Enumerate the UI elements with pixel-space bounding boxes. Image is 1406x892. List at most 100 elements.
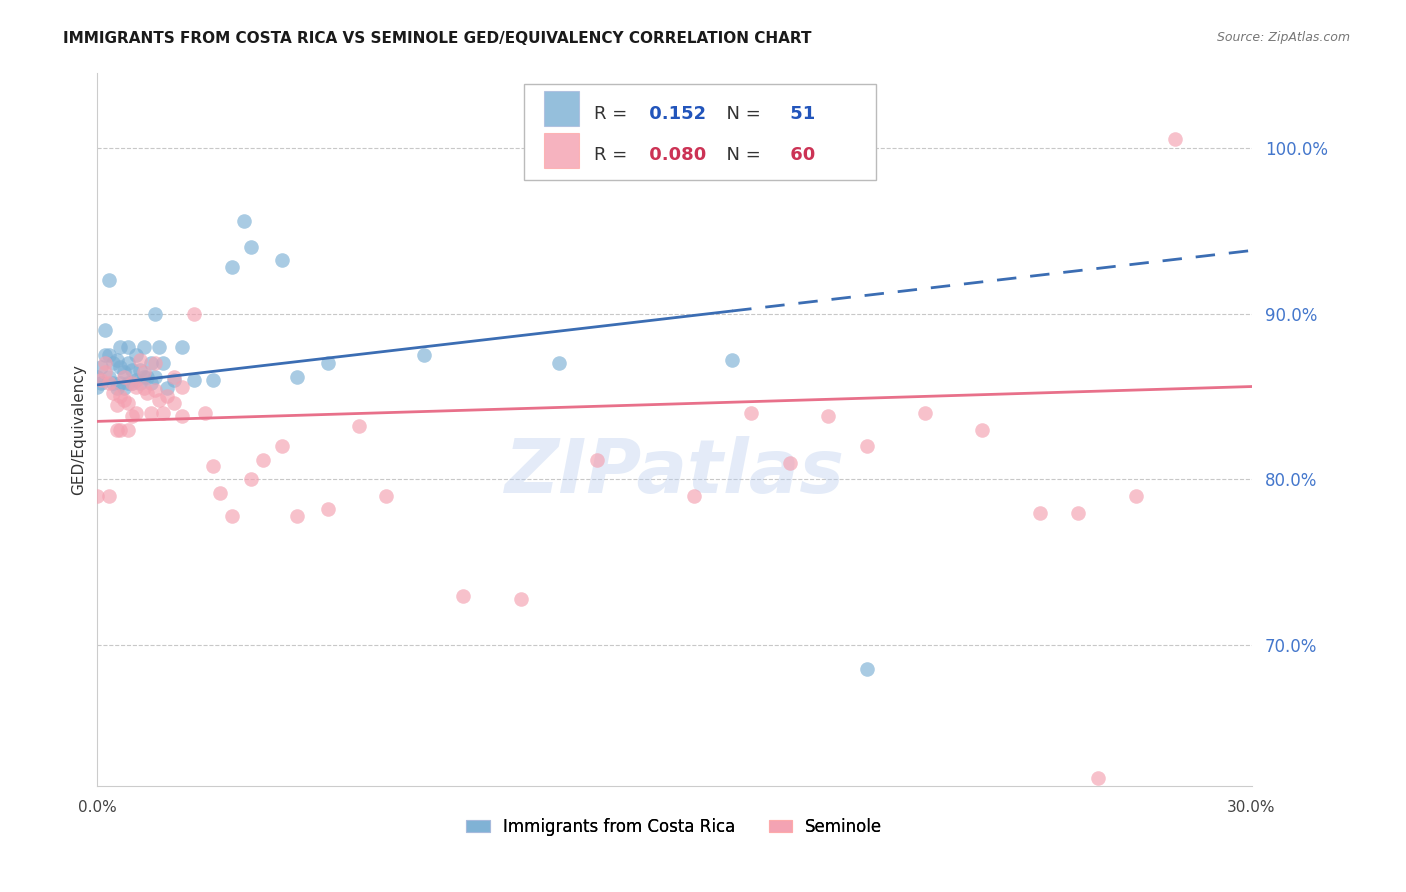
Point [128, 353, 150, 368]
Point [1087, 771, 1109, 785]
Point [121, 363, 143, 377]
Point [141, 406, 163, 420]
Point [509, 591, 531, 606]
Point [117, 356, 139, 370]
Point [155, 381, 177, 395]
Point [94, 323, 117, 337]
Text: 0.080: 0.080 [644, 146, 707, 164]
Point [110, 389, 132, 403]
Point [287, 508, 309, 523]
Point [105, 353, 128, 368]
Text: R =: R = [593, 105, 633, 123]
Text: 51: 51 [785, 105, 815, 123]
Point [125, 379, 148, 393]
Point [972, 423, 994, 437]
Point [121, 376, 143, 391]
Point [86, 369, 108, 384]
Point [132, 365, 155, 379]
Point [271, 439, 294, 453]
Point [143, 307, 166, 321]
Point [125, 406, 148, 420]
Point [316, 356, 339, 370]
Point [374, 489, 396, 503]
Text: Source: ZipAtlas.com: Source: ZipAtlas.com [1216, 31, 1350, 45]
FancyBboxPatch shape [544, 91, 579, 126]
Point [209, 485, 232, 500]
Point [914, 406, 936, 420]
Point [817, 409, 839, 424]
Point [141, 356, 163, 370]
Point [287, 369, 309, 384]
Point [201, 459, 224, 474]
FancyBboxPatch shape [544, 133, 579, 168]
Point [101, 376, 124, 391]
Point [170, 340, 193, 354]
Point [183, 307, 205, 321]
Point [128, 363, 150, 377]
Point [86, 489, 108, 503]
Point [117, 340, 139, 354]
Point [101, 386, 124, 401]
Point [183, 373, 205, 387]
Point [97, 369, 120, 384]
Point [163, 396, 186, 410]
Point [148, 340, 170, 354]
Point [117, 396, 139, 410]
Point [548, 356, 571, 370]
Point [97, 376, 120, 391]
Text: ZIPatlas: ZIPatlas [505, 436, 845, 509]
Point [413, 348, 436, 362]
Point [143, 383, 166, 397]
Point [90, 376, 112, 391]
Point [136, 369, 159, 384]
Point [125, 373, 148, 387]
Point [132, 340, 155, 354]
Point [110, 340, 132, 354]
FancyBboxPatch shape [524, 84, 876, 180]
Point [1163, 132, 1185, 146]
Point [221, 260, 243, 274]
Point [143, 369, 166, 384]
Text: 60: 60 [785, 146, 815, 164]
Point [110, 376, 132, 391]
Point [232, 213, 254, 227]
Point [136, 386, 159, 401]
Point [1125, 489, 1147, 503]
Point [316, 502, 339, 516]
Point [125, 348, 148, 362]
Point [347, 419, 370, 434]
Point [90, 373, 112, 387]
Point [163, 373, 186, 387]
Point [112, 365, 135, 379]
Point [740, 406, 762, 420]
Point [105, 381, 128, 395]
Point [201, 373, 224, 387]
Point [97, 273, 120, 287]
Text: IMMIGRANTS FROM COSTA RICA VS SEMINOLE GED/EQUIVALENCY CORRELATION CHART: IMMIGRANTS FROM COSTA RICA VS SEMINOLE G… [63, 31, 811, 46]
Point [94, 348, 117, 362]
Point [141, 376, 163, 391]
Point [105, 398, 128, 412]
Point [110, 359, 132, 374]
Text: N =: N = [714, 105, 766, 123]
Point [163, 369, 186, 384]
Point [271, 253, 294, 268]
Point [221, 508, 243, 523]
Point [856, 662, 879, 676]
Point [170, 409, 193, 424]
Point [252, 452, 274, 467]
Point [132, 369, 155, 384]
Point [94, 356, 117, 370]
Point [170, 379, 193, 393]
Point [94, 365, 117, 379]
Text: 0.152: 0.152 [644, 105, 706, 123]
Point [121, 409, 143, 424]
Point [682, 489, 704, 503]
Point [155, 389, 177, 403]
Point [240, 472, 263, 486]
Point [110, 423, 132, 437]
Point [152, 406, 174, 420]
Y-axis label: GED/Equivalency: GED/Equivalency [72, 364, 86, 495]
Text: R =: R = [593, 146, 633, 164]
Point [112, 381, 135, 395]
